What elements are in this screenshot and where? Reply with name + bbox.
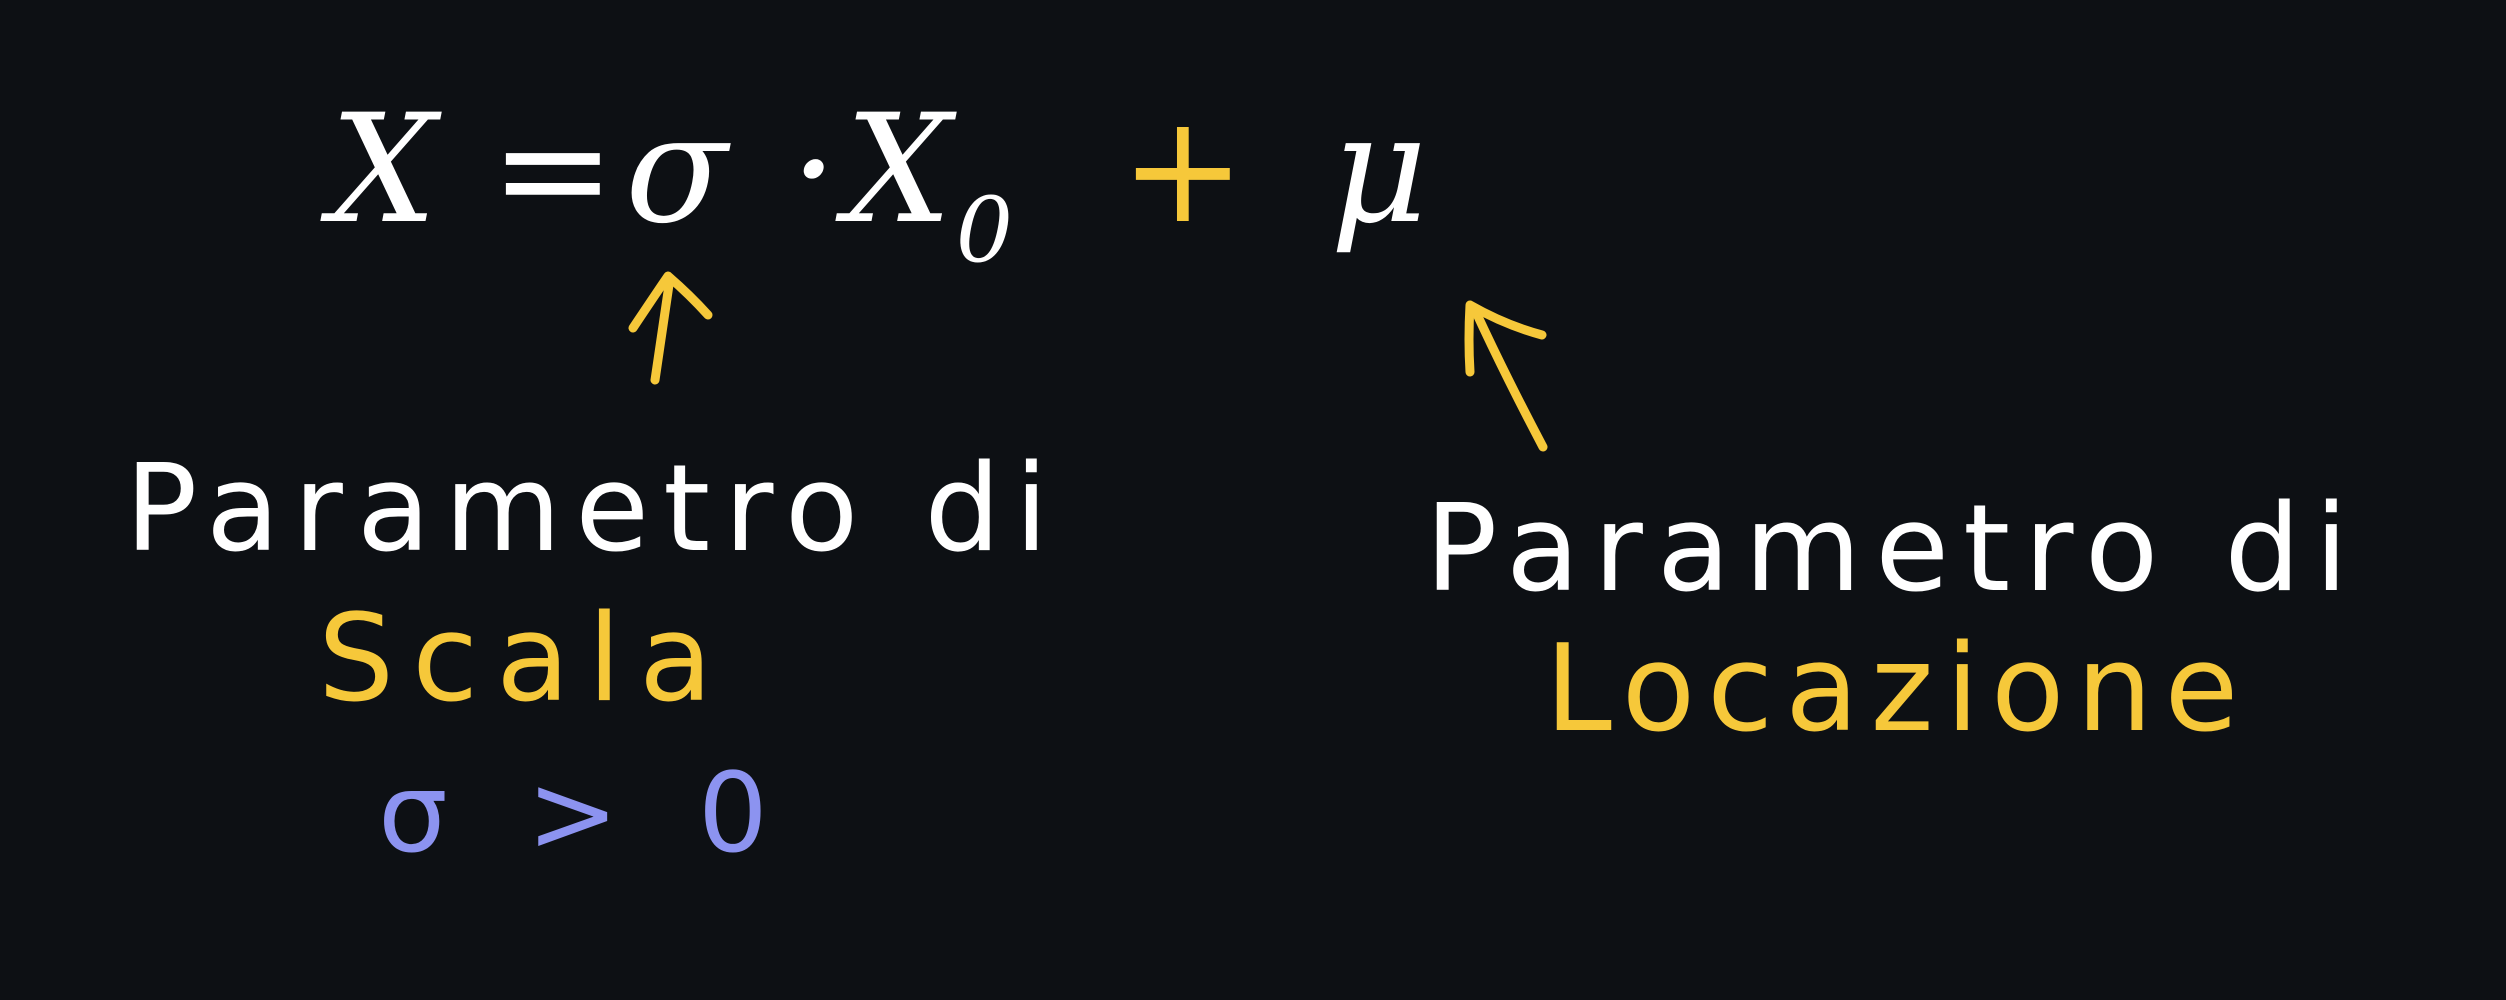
- formula-plus: +: [1120, 83, 1246, 257]
- arrow-to-mu-icon: [1464, 300, 1548, 452]
- formula-x0: X0: [845, 95, 1013, 276]
- formula-equals: =: [490, 83, 616, 257]
- scale-label-word: Scala: [318, 590, 731, 729]
- scale-label-prefix: Parametro di: [125, 440, 1062, 579]
- scale-condition: σ > 0: [378, 749, 790, 877]
- formula-dot: ·: [790, 83, 838, 257]
- formula-x0-subscript: 0: [955, 178, 1014, 283]
- location-label-prefix: Parametro di: [1425, 480, 2362, 619]
- formula-x0-base: X: [845, 83, 952, 257]
- formula-mu: μ: [1330, 83, 1428, 257]
- formula-sigma: σ: [625, 83, 728, 257]
- formula-x: X: [330, 83, 437, 257]
- arrow-to-sigma-icon: [628, 271, 713, 385]
- location-label-word: Locazione: [1545, 620, 2251, 759]
